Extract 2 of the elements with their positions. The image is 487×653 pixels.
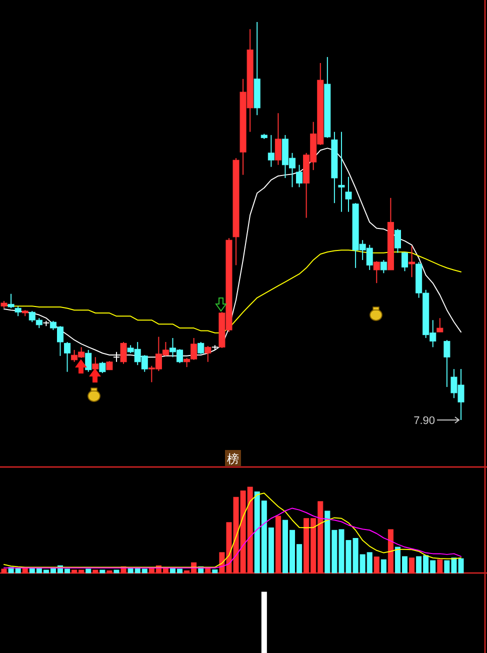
annotation: 榜 bbox=[227, 452, 239, 466]
annotation: 7.90 bbox=[414, 415, 435, 427]
